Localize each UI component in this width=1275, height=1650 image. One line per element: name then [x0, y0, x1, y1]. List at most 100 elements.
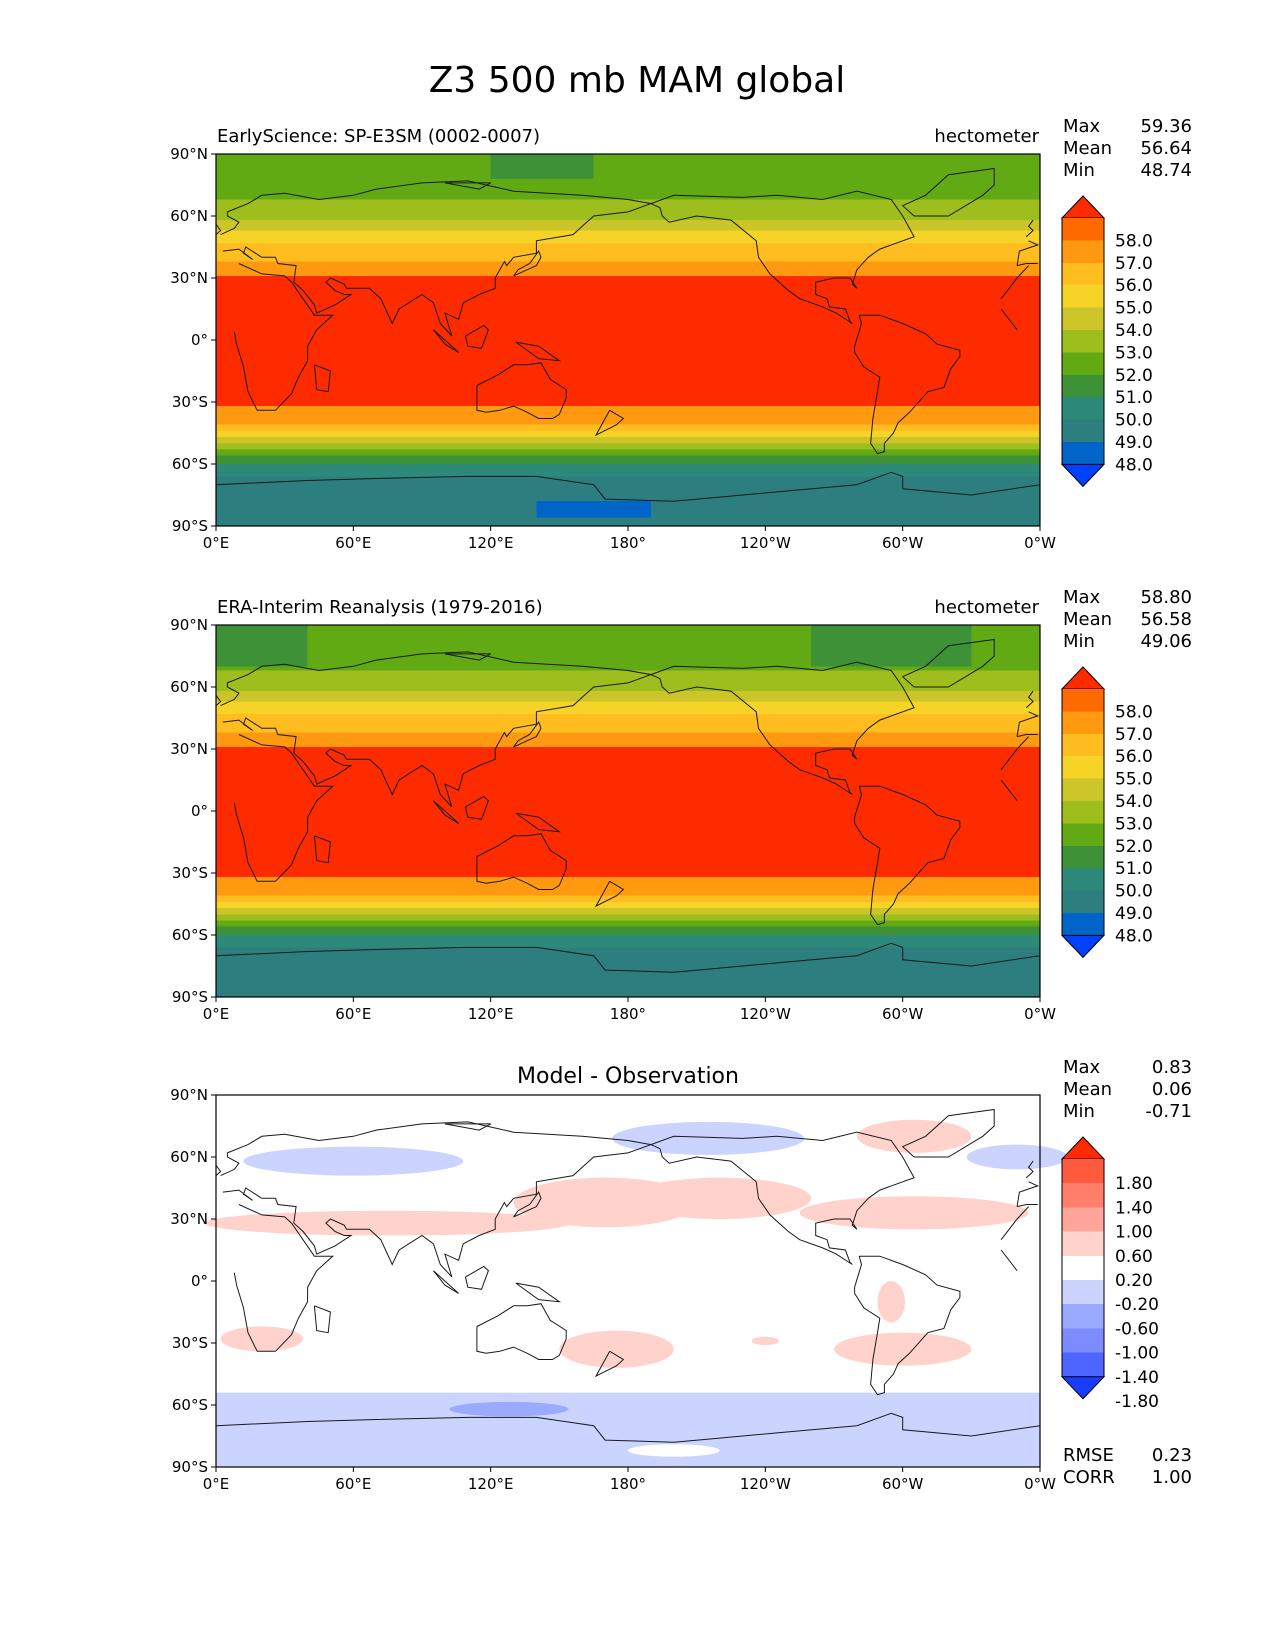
contour-fill	[994, 156, 1007, 159]
contour-fill	[891, 672, 904, 676]
colorbar-tick-label: 52.0	[1115, 366, 1153, 386]
contour-fill	[925, 968, 938, 971]
contour-fill	[925, 662, 938, 665]
contour-fill	[605, 625, 618, 628]
contour-fill	[845, 168, 858, 172]
contour-fill	[799, 501, 812, 504]
contour-fill	[261, 156, 274, 159]
contour-fill	[250, 172, 263, 176]
contour-fill	[216, 790, 1041, 793]
contour-fill	[593, 168, 606, 172]
contour-fill	[639, 658, 652, 661]
contour-fill	[708, 158, 721, 161]
contour-fill	[536, 201, 549, 205]
contour-fill	[937, 635, 950, 638]
contour-fill	[216, 821, 1041, 824]
contour-fill	[879, 656, 892, 659]
contour-fill	[330, 505, 343, 508]
contour-fill	[341, 970, 354, 973]
contour-fill	[353, 497, 366, 500]
contour-fill	[444, 968, 457, 971]
contour-fill	[708, 162, 721, 165]
contour-fill	[456, 197, 469, 201]
contour-fill	[353, 176, 366, 180]
contour-fill	[536, 182, 549, 186]
contour-fill	[296, 631, 309, 634]
contour-fill	[708, 503, 721, 506]
contour-fill	[422, 503, 435, 506]
contour-fill	[502, 505, 515, 508]
contour-fill	[765, 164, 778, 167]
contour-fill	[902, 189, 915, 192]
contour-fill	[776, 191, 789, 194]
contour-fill	[948, 187, 961, 190]
contour-fill	[902, 497, 915, 500]
contour-fill	[879, 509, 892, 513]
contour-fill	[216, 631, 229, 634]
contour-fill	[639, 511, 652, 515]
contour-fill	[216, 910, 1041, 913]
contour-fill	[479, 515, 492, 519]
contour-fill	[719, 164, 732, 167]
contour-fill	[216, 207, 1041, 211]
contour-fill	[868, 156, 881, 159]
contour-fill	[845, 660, 858, 663]
contour-fill	[593, 639, 606, 643]
contour-fill	[673, 649, 686, 653]
contour-fill	[238, 643, 251, 647]
contour-fill	[319, 505, 332, 508]
contour-fill	[788, 645, 801, 649]
contour-fill	[1017, 641, 1030, 645]
contour-fill	[891, 199, 904, 203]
contour-fill	[341, 631, 354, 634]
contour-fill	[753, 511, 766, 515]
contour-fill	[662, 627, 675, 630]
contour-fill	[387, 497, 400, 500]
contour-fill	[811, 166, 824, 170]
contour-fill	[376, 499, 389, 502]
contour-fill	[662, 164, 675, 167]
contour-fill	[776, 201, 789, 205]
contour-fill	[799, 517, 812, 521]
contour-fill	[685, 647, 698, 651]
contour-fill	[227, 968, 240, 971]
contour-fill	[673, 511, 686, 515]
contour-fill	[616, 505, 629, 508]
contour-fill	[456, 501, 469, 504]
contour-fill	[616, 641, 629, 645]
contour-fill	[742, 672, 755, 676]
contour-fill	[708, 185, 721, 188]
contour-fill	[216, 782, 1041, 785]
contour-fill	[502, 643, 515, 647]
contour-fill	[547, 511, 560, 515]
contour-fill	[765, 672, 778, 676]
contour-fill	[364, 499, 377, 502]
contour-fill	[994, 631, 1007, 634]
contour-fill	[273, 164, 286, 167]
contour-fill	[1028, 501, 1041, 504]
contour-fill	[834, 158, 847, 161]
contour-fill	[605, 658, 618, 661]
contour-fill	[307, 664, 320, 667]
contour-fill	[422, 182, 435, 186]
contour-fill	[216, 897, 1041, 901]
contour-fill	[216, 501, 229, 504]
contour-fill	[971, 666, 984, 669]
contour-fill	[753, 631, 766, 634]
contour-fill	[1017, 507, 1030, 511]
contour-fill	[650, 662, 663, 665]
contour-fill	[547, 168, 560, 172]
contour-fill	[216, 424, 1041, 428]
contour-fill	[788, 160, 801, 163]
contour-fill	[994, 519, 1007, 523]
contour-fill	[868, 176, 881, 180]
contour-fill	[502, 641, 515, 645]
colorbar-bin	[1062, 307, 1104, 331]
contour-fill	[628, 629, 641, 632]
contour-fill	[914, 639, 927, 643]
contour-fill	[364, 653, 377, 657]
contour-fill	[822, 637, 835, 641]
contour-fill	[616, 187, 629, 190]
contour-fill	[948, 195, 961, 198]
contour-fill	[845, 503, 858, 506]
